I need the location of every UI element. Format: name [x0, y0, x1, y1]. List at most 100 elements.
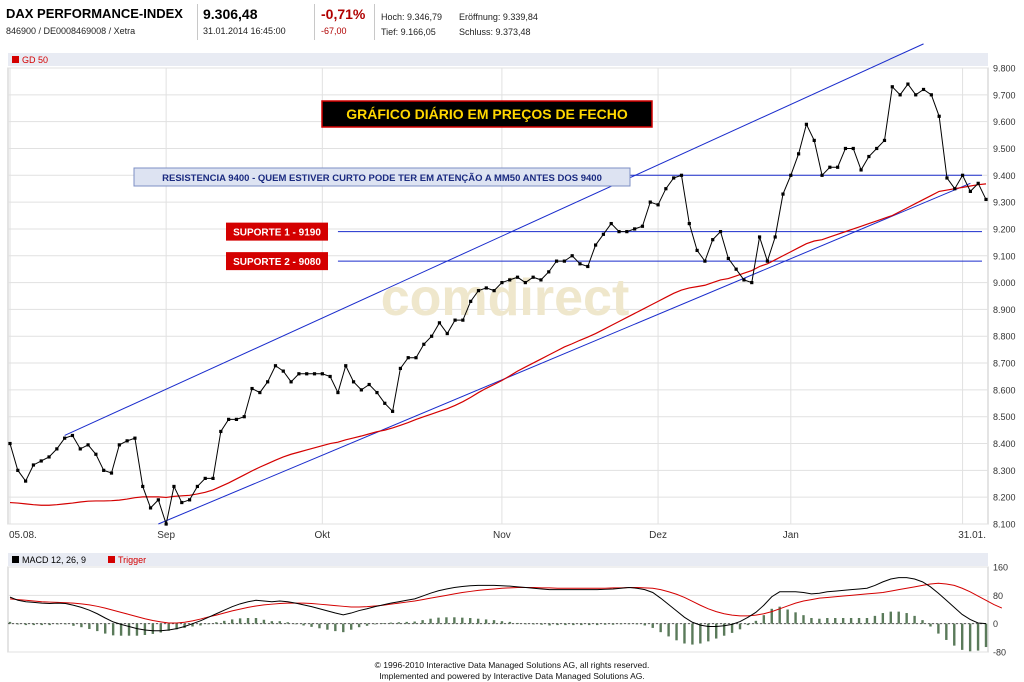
- macd-histogram-bar: [310, 623, 313, 627]
- price-point: [804, 122, 809, 126]
- price-point: [695, 248, 699, 252]
- price-point: [648, 200, 652, 204]
- price-point: [625, 230, 629, 234]
- macd-histogram-bar: [254, 618, 258, 624]
- price-point: [266, 380, 270, 384]
- macd-histogram-bar: [119, 623, 123, 636]
- price-point: [445, 331, 449, 336]
- price-point: [344, 364, 348, 368]
- price-point: [570, 254, 574, 258]
- price-point: [289, 380, 293, 384]
- y-tick-label: 9.700: [993, 90, 1016, 100]
- macd-histogram-bar: [532, 623, 535, 625]
- macd-histogram-bar: [976, 623, 980, 651]
- y-tick-label: 8.100: [993, 520, 1016, 530]
- trigger-line: [9, 582, 1003, 624]
- x-tick-label: Okt: [315, 530, 331, 541]
- macd-histogram-bar: [461, 617, 464, 624]
- open-value: Eröffnung: 9.339,84: [459, 12, 538, 22]
- legend-label-macd: MACD 12, 26, 9: [22, 555, 86, 565]
- macd-histogram-bar: [675, 623, 678, 641]
- title-banner: [321, 100, 653, 128]
- x-tick-label: Nov: [493, 530, 511, 541]
- macd-histogram-bar: [913, 615, 916, 624]
- macd-histogram-bar: [350, 623, 353, 630]
- macd-histogram-bar: [64, 623, 67, 625]
- macd-histogram-bar: [953, 623, 956, 646]
- macd-histogram-bar: [80, 623, 83, 628]
- x-tick-label: 31.01.: [958, 530, 986, 541]
- macd-histogram-bar: [381, 623, 385, 624]
- macd-histogram-bar: [762, 615, 766, 624]
- price-point: [656, 203, 660, 207]
- macd-histogram-bar: [857, 618, 861, 624]
- price-point: [867, 154, 871, 159]
- price-point: [968, 189, 972, 193]
- price-point: [211, 476, 215, 480]
- high-value: Hoch: 9.346,79: [381, 12, 443, 22]
- macd-histogram-bar: [564, 623, 567, 626]
- price-point: [882, 138, 887, 143]
- price-point: [281, 369, 285, 373]
- y-tick-label: 8.900: [993, 305, 1016, 315]
- macd-histogram-bar: [183, 623, 186, 628]
- price-point: [367, 382, 371, 387]
- macd-histogram-bar: [556, 623, 559, 626]
- macd-histogram-bar: [818, 618, 821, 624]
- price-point: [523, 280, 527, 285]
- macd-histogram-bar: [48, 623, 51, 626]
- copyright-line: © 1996-2010 Interactive Data Managed Sol…: [374, 660, 650, 670]
- price-point: [687, 221, 691, 226]
- price-point: [820, 173, 824, 177]
- legend-swatch-ma: [12, 56, 19, 63]
- price-point: [851, 146, 855, 151]
- price-point: [39, 459, 43, 463]
- price-point: [937, 114, 941, 118]
- price-point: [234, 417, 239, 421]
- price-point: [562, 259, 566, 263]
- macd-histogram-bar: [294, 623, 297, 625]
- price-point: [890, 85, 894, 89]
- macd-histogram-bar: [945, 623, 948, 640]
- macd-histogram-bar: [707, 623, 710, 642]
- price-point: [547, 270, 551, 274]
- price-point: [312, 372, 317, 376]
- chart-svg: GD 50 8.100 8.200 8.300 8.400 8.500 8.600 8.700…: [7, 43, 1016, 658]
- header-divider: [314, 4, 315, 40]
- macd-histogram-bar: [40, 623, 43, 626]
- price-point: [843, 146, 848, 151]
- y-tick-label: 8.200: [993, 493, 1016, 503]
- macd-histogram-bar: [889, 611, 892, 624]
- macd-histogram-bar: [921, 620, 924, 624]
- price-point: [55, 447, 59, 451]
- price-point: [437, 321, 442, 325]
- macd-histogram-bar: [508, 621, 512, 624]
- price-point: [70, 433, 75, 438]
- macd-histogram-bar: [699, 623, 702, 644]
- price-point: [515, 275, 520, 279]
- macd-histogram-bar: [929, 623, 932, 627]
- price-point: [63, 436, 67, 440]
- quote-datetime: 31.01.2014 16:45:00: [203, 26, 286, 36]
- macd-histogram-bar: [318, 623, 321, 629]
- macd-y-tick-label: 80: [993, 591, 1003, 601]
- price-point: [16, 468, 20, 472]
- price-point: [164, 522, 168, 526]
- macd-histogram-bar: [342, 623, 345, 633]
- price-point: [141, 484, 145, 489]
- macd-histogram-bar: [968, 623, 972, 652]
- macd-histogram-bar: [373, 623, 377, 625]
- header-divider: [374, 4, 375, 40]
- macd-histogram-bar: [334, 623, 337, 632]
- price-point: [664, 187, 668, 191]
- footer: © 1996-2010 Interactive Data Managed Sol…: [0, 660, 1024, 682]
- price-point: [906, 82, 910, 86]
- price-point: [461, 318, 465, 322]
- macd-histogram-bar: [262, 619, 266, 624]
- support1-text: SUPORTE 1 - 9190: [233, 228, 321, 239]
- macd-histogram-bar: [643, 623, 646, 626]
- macd-histogram-bar: [167, 623, 170, 631]
- price-point: [554, 259, 559, 263]
- macd-histogram-bar: [326, 623, 329, 630]
- price-point: [828, 165, 832, 169]
